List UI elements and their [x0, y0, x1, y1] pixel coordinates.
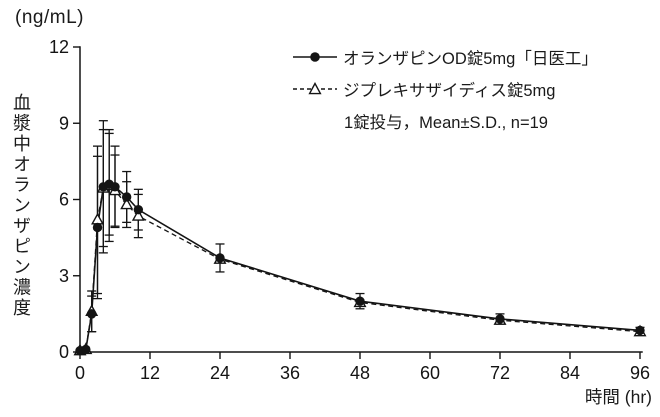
y-axis-title: 血漿中オランザピン濃度 — [11, 93, 31, 319]
legend-label-zydis: ジプレキサザイディス錠5mg — [343, 82, 556, 100]
svg-text:48: 48 — [350, 363, 370, 383]
svg-text:96: 96 — [630, 363, 650, 383]
svg-text:60: 60 — [420, 363, 440, 383]
series-zydis-line — [79, 184, 641, 352]
legend-label-od: オランザピンOD錠5mg「日医工」 — [343, 50, 598, 68]
svg-text:84: 84 — [560, 363, 580, 383]
legend-item-zydis: ジプレキサザイディス錠5mg — [292, 77, 598, 101]
svg-text:72: 72 — [490, 363, 510, 383]
series-zydis-markers — [73, 178, 647, 356]
y-axis-unit-label: (ng/mL) — [15, 7, 84, 28]
svg-text:0: 0 — [59, 342, 69, 362]
y-axis-ticks — [73, 46, 80, 353]
svg-text:6: 6 — [59, 190, 69, 210]
legend: オランザピンOD錠5mg「日医工」 ジプレキサザイディス錠5mg 1錠投与，Me… — [292, 45, 598, 133]
x-axis-tick-labels: 0 12 24 36 48 60 72 84 96 — [75, 363, 650, 383]
svg-text:24: 24 — [210, 363, 230, 383]
svg-text:3: 3 — [59, 266, 69, 286]
svg-text:12: 12 — [49, 37, 69, 57]
filled-circle-line-marker-icon — [293, 52, 337, 62]
series-od-line — [79, 183, 641, 352]
legend-annotation: 1錠投与，Mean±S.D., n=19 — [344, 114, 548, 132]
legend-item-od: オランザピンOD錠5mg「日医工」 — [292, 45, 598, 69]
series-od-markers — [75, 179, 645, 356]
svg-text:0: 0 — [75, 363, 85, 383]
x-axis-ticks — [79, 352, 641, 359]
x-axis-title: 時間 (hr) — [584, 387, 652, 407]
svg-text:12: 12 — [140, 363, 160, 383]
svg-text:9: 9 — [59, 113, 69, 133]
svg-text:36: 36 — [280, 363, 300, 383]
y-axis-tick-labels: 0 3 6 9 12 — [49, 37, 69, 362]
open-triangle-dashed-line-marker-icon — [293, 82, 337, 95]
